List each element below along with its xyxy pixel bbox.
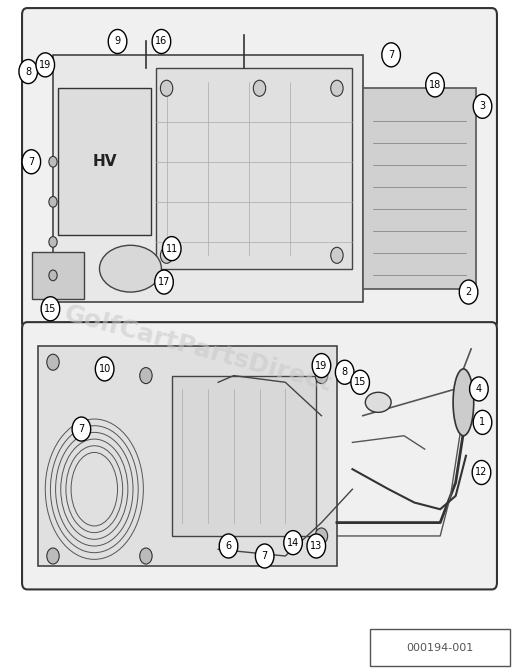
Circle shape bbox=[49, 237, 57, 248]
Circle shape bbox=[312, 354, 331, 378]
Circle shape bbox=[49, 156, 57, 167]
Bar bbox=[32, 252, 84, 299]
FancyBboxPatch shape bbox=[22, 322, 497, 589]
Text: 7: 7 bbox=[78, 424, 85, 434]
Circle shape bbox=[335, 360, 354, 384]
Text: 10: 10 bbox=[99, 364, 111, 374]
Circle shape bbox=[140, 368, 152, 384]
Circle shape bbox=[108, 30, 127, 54]
Text: 13: 13 bbox=[310, 541, 322, 551]
Circle shape bbox=[72, 417, 91, 441]
Bar bbox=[37, 346, 337, 566]
Circle shape bbox=[22, 150, 40, 174]
Circle shape bbox=[470, 377, 488, 401]
Circle shape bbox=[160, 248, 173, 263]
Text: 19: 19 bbox=[39, 60, 51, 70]
Circle shape bbox=[253, 81, 266, 96]
Circle shape bbox=[152, 30, 171, 54]
Text: 2: 2 bbox=[466, 287, 472, 297]
Ellipse shape bbox=[365, 393, 391, 413]
Circle shape bbox=[426, 73, 444, 97]
Text: 1: 1 bbox=[480, 417, 486, 427]
FancyBboxPatch shape bbox=[22, 8, 497, 329]
Text: 7: 7 bbox=[28, 157, 34, 167]
Text: HV: HV bbox=[92, 154, 117, 169]
Text: GolfCartPartsDirect: GolfCartPartsDirect bbox=[61, 301, 334, 396]
Circle shape bbox=[47, 548, 59, 564]
Text: 8: 8 bbox=[342, 367, 348, 377]
Text: 4: 4 bbox=[476, 384, 482, 394]
Circle shape bbox=[315, 528, 327, 544]
Ellipse shape bbox=[453, 369, 474, 435]
Circle shape bbox=[162, 237, 181, 260]
Text: 7: 7 bbox=[262, 551, 268, 561]
Circle shape bbox=[459, 280, 478, 304]
Bar bbox=[58, 89, 151, 236]
Text: 14: 14 bbox=[287, 537, 299, 548]
Bar bbox=[363, 89, 476, 289]
Text: 3: 3 bbox=[480, 101, 486, 111]
Text: 6: 6 bbox=[225, 541, 231, 551]
Circle shape bbox=[160, 81, 173, 96]
Circle shape bbox=[473, 94, 492, 118]
Circle shape bbox=[36, 53, 54, 77]
Circle shape bbox=[307, 534, 325, 558]
Ellipse shape bbox=[100, 246, 161, 292]
Text: 000194-001: 000194-001 bbox=[406, 643, 474, 653]
Circle shape bbox=[315, 368, 327, 384]
Text: 8: 8 bbox=[25, 66, 31, 76]
Text: 17: 17 bbox=[158, 277, 170, 287]
Circle shape bbox=[49, 197, 57, 207]
Circle shape bbox=[284, 531, 303, 555]
Circle shape bbox=[219, 534, 238, 558]
Bar bbox=[53, 55, 363, 302]
Bar bbox=[172, 376, 316, 536]
Circle shape bbox=[331, 81, 343, 96]
Circle shape bbox=[155, 270, 173, 294]
Circle shape bbox=[140, 548, 152, 564]
Text: 15: 15 bbox=[354, 377, 366, 387]
Circle shape bbox=[255, 544, 274, 568]
Text: 18: 18 bbox=[429, 80, 441, 90]
Text: 11: 11 bbox=[166, 244, 178, 254]
Text: 9: 9 bbox=[115, 36, 120, 46]
Circle shape bbox=[47, 354, 59, 370]
Text: 16: 16 bbox=[155, 36, 168, 46]
Bar bbox=[156, 68, 352, 268]
Circle shape bbox=[351, 370, 370, 395]
Text: 12: 12 bbox=[475, 468, 488, 478]
Circle shape bbox=[41, 297, 60, 321]
Circle shape bbox=[49, 270, 57, 280]
Circle shape bbox=[473, 411, 492, 434]
Circle shape bbox=[382, 43, 401, 67]
Circle shape bbox=[19, 60, 37, 84]
Text: 7: 7 bbox=[388, 50, 394, 60]
FancyBboxPatch shape bbox=[371, 629, 510, 666]
Text: 15: 15 bbox=[44, 304, 57, 314]
Text: 19: 19 bbox=[316, 360, 327, 370]
Circle shape bbox=[331, 248, 343, 263]
Circle shape bbox=[472, 460, 491, 484]
Circle shape bbox=[95, 357, 114, 381]
